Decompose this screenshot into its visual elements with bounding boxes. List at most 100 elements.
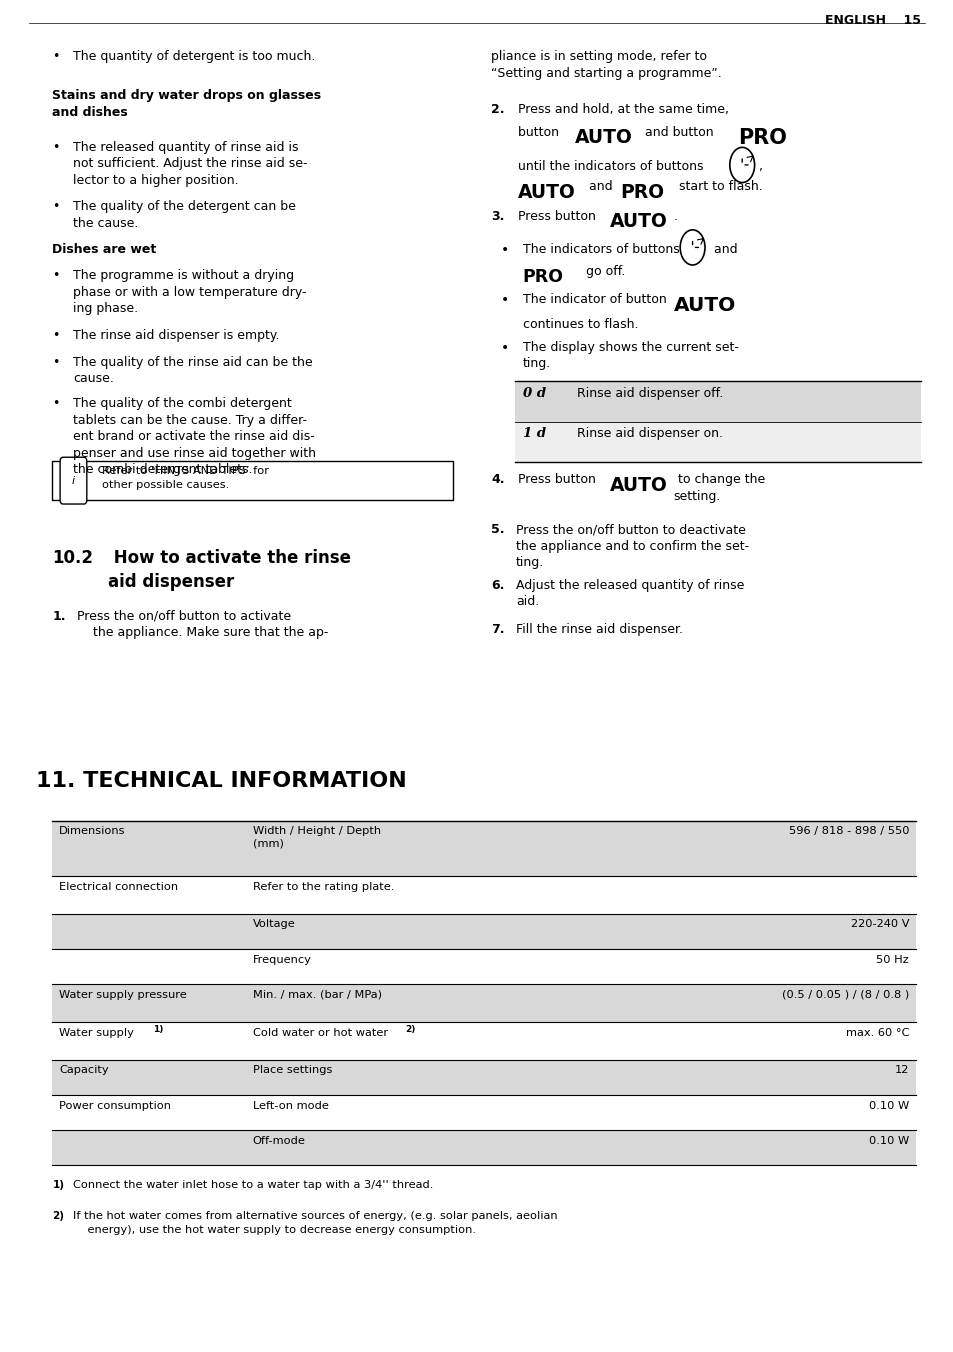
- Text: Capacity: Capacity: [59, 1065, 109, 1075]
- Text: until the indicators of buttons: until the indicators of buttons: [517, 160, 707, 173]
- Text: max. 60 °C: max. 60 °C: [844, 1028, 908, 1037]
- Text: Adjust the released quantity of rinse
aid.: Adjust the released quantity of rinse ai…: [516, 579, 743, 608]
- Text: Stains and dry water drops on glasses
and dishes: Stains and dry water drops on glasses an…: [52, 89, 321, 119]
- Text: 6.: 6.: [491, 579, 504, 592]
- FancyBboxPatch shape: [60, 457, 87, 504]
- Text: Connect the water inlet hose to a water tap with a 3/4'' thread.: Connect the water inlet hose to a water …: [73, 1180, 434, 1190]
- Text: 12: 12: [894, 1065, 908, 1075]
- Text: Refer to ‘HINTS AND TIPS’ for
other possible causes.: Refer to ‘HINTS AND TIPS’ for other poss…: [102, 466, 269, 489]
- Text: The programme is without a drying
phase or with a low temperature dry-
ing phase: The programme is without a drying phase …: [73, 269, 307, 315]
- Text: i: i: [71, 476, 75, 485]
- Text: .: .: [673, 210, 677, 223]
- Text: Frequency: Frequency: [253, 955, 312, 964]
- Text: The rinse aid dispenser is empty.: The rinse aid dispenser is empty.: [73, 329, 279, 342]
- Text: to change the
setting.: to change the setting.: [673, 473, 764, 503]
- Text: Press the on/off button to activate
    the appliance. Make sure that the ap-: Press the on/off button to activate the …: [77, 610, 328, 639]
- Text: AUTO: AUTO: [609, 476, 667, 495]
- Text: AUTO: AUTO: [517, 183, 576, 201]
- Text: 3.: 3.: [491, 210, 504, 223]
- Text: •: •: [52, 329, 60, 342]
- Text: Dimensions: Dimensions: [59, 826, 126, 836]
- Text: The indicator of button: The indicator of button: [522, 293, 670, 307]
- Text: •: •: [52, 356, 60, 369]
- Text: How to activate the rinse
aid dispenser: How to activate the rinse aid dispenser: [108, 549, 351, 591]
- Bar: [52, 984, 915, 1022]
- Text: Press the on/off button to deactivate
the appliance and to confirm the set-
ting: Press the on/off button to deactivate th…: [516, 523, 748, 569]
- Text: PRO: PRO: [522, 268, 563, 285]
- Text: 2): 2): [52, 1211, 65, 1221]
- Bar: [52, 914, 915, 949]
- Text: Rinse aid dispenser on.: Rinse aid dispenser on.: [577, 427, 722, 441]
- Text: 0.10 W: 0.10 W: [868, 1136, 908, 1145]
- Bar: [515, 381, 920, 422]
- Bar: [52, 821, 915, 876]
- Text: The released quantity of rinse aid is
not sufficient. Adjust the rinse aid se-
l: The released quantity of rinse aid is no…: [73, 141, 308, 187]
- Text: Cold water or hot water: Cold water or hot water: [253, 1028, 388, 1037]
- Text: ,: ,: [759, 160, 762, 173]
- Text: •: •: [52, 141, 60, 154]
- Text: Rinse aid dispenser off.: Rinse aid dispenser off.: [577, 387, 722, 400]
- Text: Place settings: Place settings: [253, 1065, 332, 1075]
- Text: •: •: [52, 269, 60, 283]
- Text: Dishes are wet: Dishes are wet: [52, 243, 156, 257]
- Bar: [52, 1130, 915, 1165]
- Text: •: •: [500, 243, 509, 257]
- Text: (0.5 / 0.05 ) / (8 / 0.8 ): (0.5 / 0.05 ) / (8 / 0.8 ): [781, 990, 908, 999]
- Text: button: button: [517, 126, 562, 139]
- Text: Refer to the rating plate.: Refer to the rating plate.: [253, 882, 394, 891]
- Text: 1 d: 1 d: [522, 427, 545, 441]
- Text: AUTO: AUTO: [575, 128, 633, 147]
- Text: 4.: 4.: [491, 473, 504, 487]
- Text: The indicators of buttons: The indicators of buttons: [522, 243, 683, 257]
- Bar: [52, 1095, 915, 1130]
- Bar: [52, 949, 915, 984]
- Text: Press button: Press button: [517, 210, 599, 223]
- Text: 1): 1): [52, 1180, 65, 1190]
- Text: 1.: 1.: [52, 610, 66, 623]
- Text: Voltage: Voltage: [253, 919, 295, 929]
- Text: PRO: PRO: [738, 128, 786, 149]
- Text: Left-on mode: Left-on mode: [253, 1101, 329, 1110]
- Text: continues to flash.: continues to flash.: [522, 318, 638, 331]
- Text: go off.: go off.: [581, 265, 624, 279]
- Text: 220-240 V: 220-240 V: [850, 919, 908, 929]
- Text: Press button: Press button: [517, 473, 599, 487]
- Text: The quality of the combi detergent
tablets can be the cause. Try a differ-
ent b: The quality of the combi detergent table…: [73, 397, 316, 476]
- Text: 2): 2): [405, 1025, 416, 1034]
- Text: •: •: [52, 200, 60, 214]
- Text: 5.: 5.: [491, 523, 504, 537]
- Text: The quantity of detergent is too much.: The quantity of detergent is too much.: [73, 50, 315, 64]
- Text: 0 d: 0 d: [522, 387, 545, 400]
- Text: Water supply: Water supply: [59, 1028, 133, 1037]
- Text: 596 / 818 - 898 / 550: 596 / 818 - 898 / 550: [788, 826, 908, 836]
- Text: Power consumption: Power consumption: [59, 1101, 171, 1110]
- Text: 7.: 7.: [491, 623, 504, 637]
- Text: The quality of the rinse aid can be the
cause.: The quality of the rinse aid can be the …: [73, 356, 313, 385]
- Text: start to flash.: start to flash.: [675, 180, 762, 193]
- Text: 10.2: 10.2: [52, 549, 93, 566]
- Text: and: and: [584, 180, 616, 193]
- Text: If the hot water comes from alternative sources of energy, (e.g. solar panels, a: If the hot water comes from alternative …: [73, 1211, 558, 1234]
- Text: AUTO: AUTO: [609, 212, 667, 231]
- Text: and button: and button: [640, 126, 717, 139]
- Text: Press and hold, at the same time,: Press and hold, at the same time,: [517, 103, 728, 116]
- Text: Off-mode: Off-mode: [253, 1136, 305, 1145]
- Text: Electrical connection: Electrical connection: [59, 882, 178, 891]
- Text: ENGLISH    15: ENGLISH 15: [823, 14, 920, 27]
- Text: Fill the rinse aid dispenser.: Fill the rinse aid dispenser.: [516, 623, 682, 637]
- Text: •: •: [52, 397, 60, 411]
- Text: pliance is in setting mode, refer to
“Setting and starting a programme”.: pliance is in setting mode, refer to “Se…: [491, 50, 721, 80]
- Bar: [52, 1060, 915, 1095]
- Text: The display shows the current set-
ting.: The display shows the current set- ting.: [522, 341, 738, 370]
- Text: 2.: 2.: [491, 103, 504, 116]
- Text: Water supply pressure: Water supply pressure: [59, 990, 187, 999]
- Text: Width / Height / Depth
(mm): Width / Height / Depth (mm): [253, 826, 380, 849]
- Bar: [52, 461, 453, 500]
- Bar: [52, 876, 915, 914]
- Text: PRO: PRO: [619, 183, 663, 201]
- Bar: [52, 1022, 915, 1060]
- Text: 1): 1): [152, 1025, 163, 1034]
- Text: 50 Hz: 50 Hz: [876, 955, 908, 964]
- Text: 11. TECHNICAL INFORMATION: 11. TECHNICAL INFORMATION: [36, 771, 407, 791]
- Text: 0.10 W: 0.10 W: [868, 1101, 908, 1110]
